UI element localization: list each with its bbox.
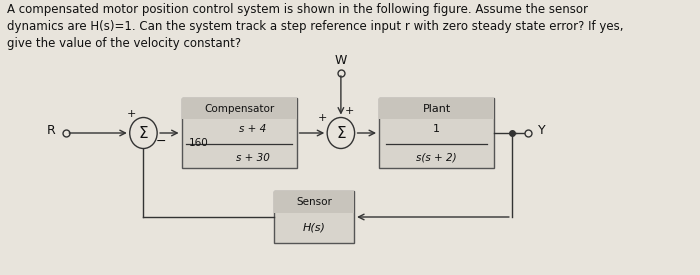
Text: Y: Y (538, 125, 546, 138)
Bar (181, 98, 297, 168)
Bar (274, 191, 354, 243)
Text: $\Sigma$: $\Sigma$ (335, 125, 346, 141)
Text: s + 4: s + 4 (239, 124, 267, 134)
Text: H(s): H(s) (303, 223, 326, 233)
Text: s(s + 2): s(s + 2) (416, 153, 457, 163)
Bar (181, 98, 297, 119)
Text: +: + (127, 109, 136, 119)
Text: Sensor: Sensor (296, 197, 332, 207)
Circle shape (130, 117, 158, 148)
Text: s + 30: s + 30 (236, 153, 270, 163)
Text: 1: 1 (433, 125, 440, 134)
Bar (379, 98, 494, 168)
Text: Compensator: Compensator (204, 103, 274, 114)
Text: W: W (335, 54, 347, 67)
Text: Plant: Plant (422, 103, 451, 114)
Bar (274, 191, 354, 213)
Circle shape (327, 117, 355, 148)
Text: +: + (318, 113, 327, 123)
Text: −: − (156, 134, 167, 147)
Text: A compensated motor position control system is shown in the following figure. As: A compensated motor position control sys… (7, 3, 624, 50)
Bar (379, 98, 494, 119)
Text: +: + (344, 106, 354, 116)
Text: 160: 160 (188, 139, 209, 148)
Text: R: R (47, 125, 56, 138)
Text: $\Sigma$: $\Sigma$ (138, 125, 149, 141)
